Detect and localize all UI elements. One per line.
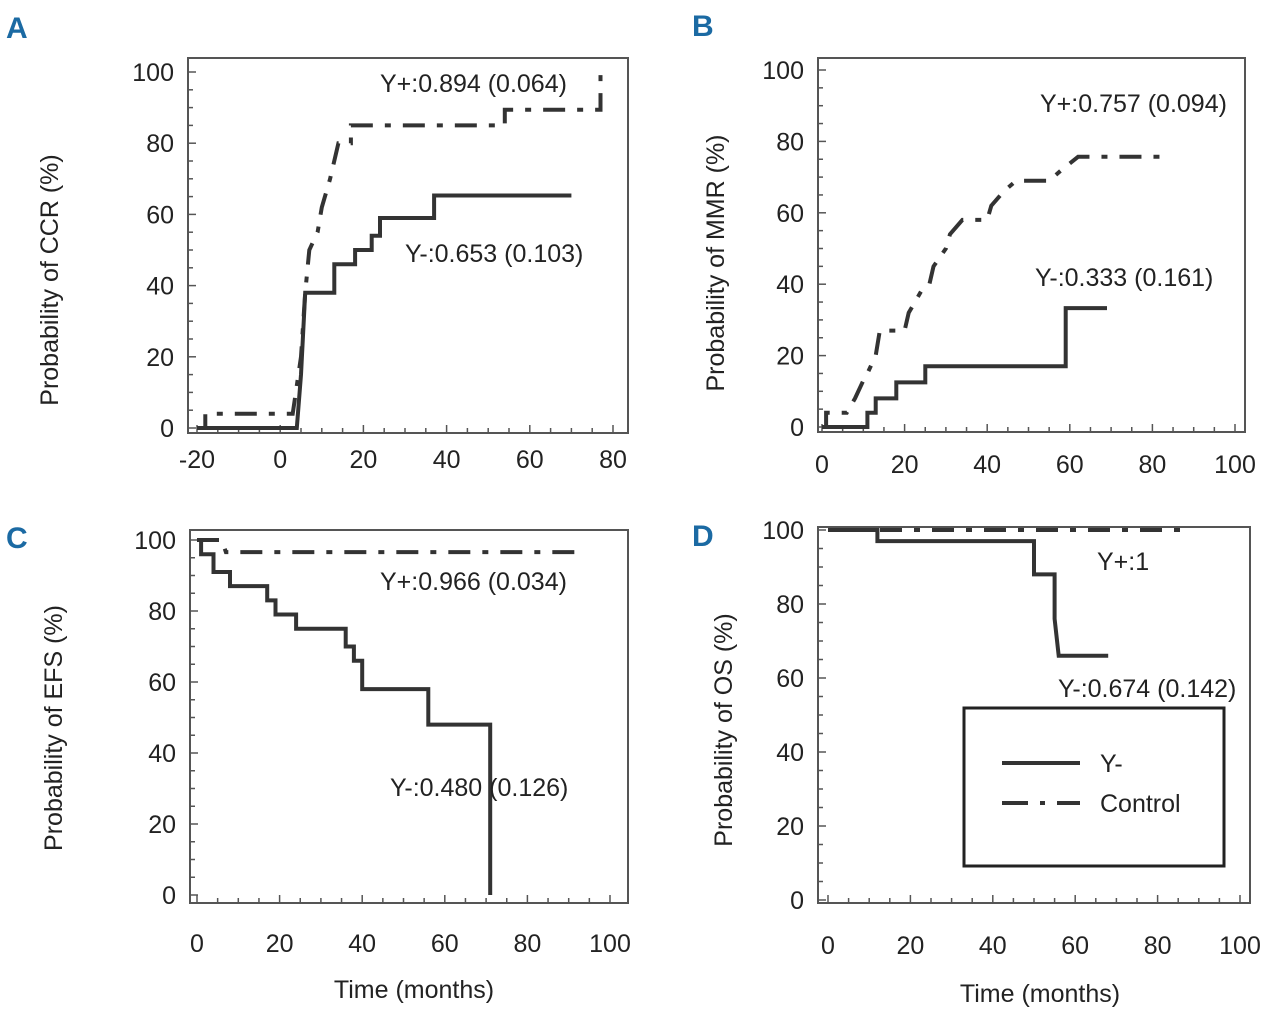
panel-letter: A — [6, 12, 28, 45]
y-tick-label: 80 — [146, 130, 174, 158]
legend-label: Y- — [1100, 750, 1123, 778]
y-tick-label: 20 — [776, 343, 804, 371]
x-tick-label: 80 — [599, 446, 627, 474]
x-tick-label: 0 — [815, 451, 829, 479]
x-tick-label: -20 — [179, 446, 215, 474]
series-y-minus-line — [828, 528, 1109, 658]
y-tick-label: 0 — [162, 882, 176, 910]
panel-letter: B — [692, 10, 714, 43]
panel-letter: D — [692, 520, 714, 553]
series-y-plus-line — [197, 538, 577, 555]
legend: Y- Control — [962, 706, 1226, 868]
y-tick-label: 100 — [132, 59, 174, 87]
x-tick-label: 0 — [273, 446, 287, 474]
y-tick-label: 0 — [160, 415, 174, 443]
series-y-minus-line — [197, 193, 572, 430]
series-annotation: Y+:0.966 (0.034) — [380, 568, 567, 596]
x-tick-label: 60 — [1061, 932, 1089, 960]
legend-label: Control — [1100, 790, 1181, 818]
plot-frame — [187, 57, 629, 434]
series-annotation: Y+:0.757 (0.094) — [1040, 90, 1227, 118]
x-tick-label: 100 — [589, 930, 631, 958]
series-y-minus-line — [197, 538, 493, 895]
y-tick-label: 100 — [762, 57, 804, 85]
x-tick-label: 0 — [190, 930, 204, 958]
x-tick-label: 20 — [266, 930, 294, 958]
panel-c: C 0 20 40 60 80 100 0 20 40 60 80 100 Probability of … — [6, 522, 631, 1004]
series-annotation: Y-:0.674 (0.142) — [1058, 675, 1236, 703]
panel-b: B 0 20 40 60 80 100 0 20 40 60 80 100 Probability of … — [692, 10, 1256, 479]
y-tick-label: 80 — [776, 591, 804, 619]
y-tick-label: 60 — [146, 201, 174, 229]
y-tick-label: 0 — [790, 414, 804, 442]
y-tick-label: 20 — [776, 813, 804, 841]
series-annotation: Y+:0.894 (0.064) — [380, 70, 567, 98]
series-annotation: Y-:0.480 (0.126) — [390, 774, 568, 802]
x-tick-label: 20 — [349, 446, 377, 474]
x-tick-label: 20 — [891, 451, 919, 479]
x-tick-label: 40 — [973, 451, 1001, 479]
plot-frame — [189, 529, 629, 904]
y-tick-label: 60 — [776, 200, 804, 228]
x-tick-label: 100 — [1214, 451, 1256, 479]
x-tick-label: 60 — [431, 930, 459, 958]
x-tick-label: 0 — [821, 932, 835, 960]
y-tick-label: 60 — [776, 665, 804, 693]
y-tick-label: 100 — [762, 517, 804, 545]
series-y-minus-line — [822, 306, 1107, 429]
x-tick-label: 20 — [896, 932, 924, 960]
y-axis-label: Probability of CCR (%) — [36, 154, 64, 405]
x-tick-label: 80 — [1144, 932, 1172, 960]
x-tick-label: 60 — [516, 446, 544, 474]
x-tick-label: 80 — [513, 930, 541, 958]
y-tick-label: 40 — [776, 271, 804, 299]
y-tick-label: 0 — [790, 887, 804, 915]
y-tick-label: 80 — [148, 598, 176, 626]
y-tick-label: 40 — [146, 273, 174, 301]
x-tick-label: 40 — [433, 446, 461, 474]
y-axis-label: Probability of OS (%) — [710, 613, 738, 846]
y-axis-label: Probability of EFS (%) — [40, 605, 68, 851]
x-tick-label: 60 — [1056, 451, 1084, 479]
series-annotation: Y+:1 — [1097, 548, 1149, 576]
y-axis-label: Probability of MMR (%) — [702, 135, 730, 392]
panel-letter: C — [6, 522, 28, 555]
x-tick-label: 40 — [348, 930, 376, 958]
y-tick-label: 60 — [148, 669, 176, 697]
x-tick-label: 80 — [1138, 451, 1166, 479]
y-tick-label: 20 — [148, 811, 176, 839]
panel-d: D 0 20 40 60 80 100 0 20 40 60 80 100 Probability of … — [692, 517, 1261, 1008]
x-tick-label: 40 — [979, 932, 1007, 960]
series-y-plus-line — [197, 72, 603, 430]
series-y-plus-line — [822, 154, 1169, 429]
y-tick-label: 20 — [146, 344, 174, 372]
x-axis-label: Time (months) — [960, 980, 1120, 1008]
y-tick-label: 100 — [134, 527, 176, 555]
plot-frame — [817, 57, 1246, 433]
y-tick-label: 80 — [776, 128, 804, 156]
series-annotation: Y-:0.653 (0.103) — [405, 240, 583, 268]
series-annotation: Y-:0.333 (0.161) — [1035, 264, 1213, 292]
y-tick-label: 40 — [148, 740, 176, 768]
x-tick-label: 100 — [1219, 932, 1261, 960]
y-tick-label: 40 — [776, 739, 804, 767]
x-axis-label: Time (months) — [334, 976, 494, 1004]
